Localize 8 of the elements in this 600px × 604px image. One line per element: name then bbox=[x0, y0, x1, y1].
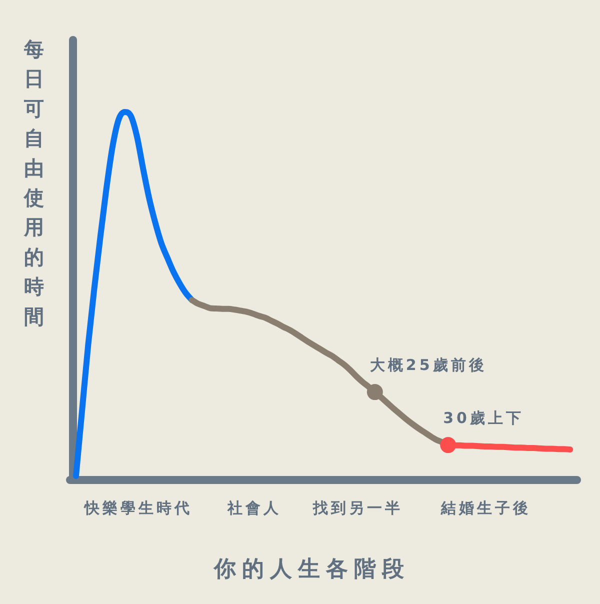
annotation: 大概25歲前後 bbox=[370, 356, 487, 374]
x-tick-label: 找到另一半 bbox=[312, 499, 404, 517]
y-axis-title: 每日可自由使用的時間 bbox=[24, 37, 44, 328]
x-axis-title: 你的人生各階段 bbox=[213, 557, 410, 582]
x-tick-label: 快樂學生時代 bbox=[84, 499, 192, 517]
x-tick-label: 社會人 bbox=[226, 499, 282, 517]
annotation: 30歲上下 bbox=[443, 409, 524, 428]
x-tick-label: 結婚生子後 bbox=[440, 499, 532, 517]
